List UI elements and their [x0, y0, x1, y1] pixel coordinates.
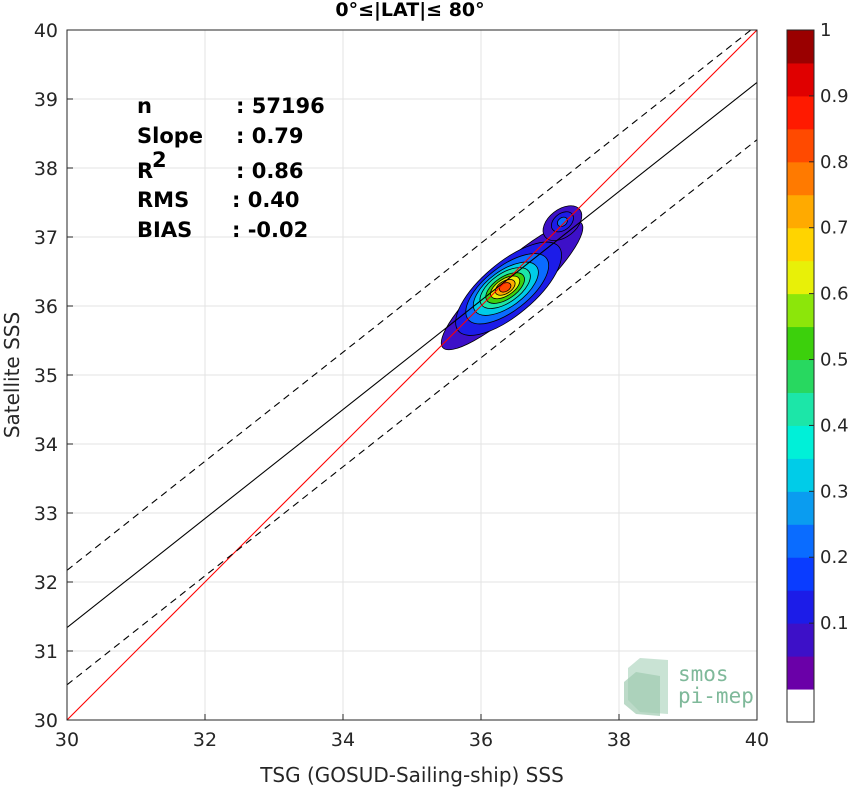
- colorbar-segment-18: [787, 95, 814, 130]
- y-tick-label-4: 34: [34, 434, 58, 456]
- logo-text-smos: smos: [678, 662, 729, 686]
- colorbar-segment-4: [787, 557, 814, 591]
- stat-label-2: R: [137, 159, 153, 183]
- colorbar-segment-0: [787, 689, 814, 723]
- x-tick-label-3: 36: [469, 729, 493, 751]
- y-tick-label-1: 31: [34, 641, 58, 663]
- colorbar-segment-13: [787, 260, 814, 295]
- colorbar-segment-16: [787, 161, 814, 196]
- y-axis-ticks: 30 31 32 33 34 35 36 37 38 39 40: [34, 20, 73, 732]
- stat-label-0: n: [137, 94, 152, 118]
- colorbar-segment-11: [787, 326, 814, 361]
- stat-sup-2: 2: [152, 148, 167, 172]
- stat-value-4: : -0.02: [232, 218, 308, 242]
- colorbar-segment-10: [787, 359, 814, 393]
- x-tick-label-5: 40: [745, 729, 769, 751]
- colorbar-segment-17: [787, 128, 814, 163]
- density-contours: [440, 205, 584, 351]
- regression-line: [67, 82, 757, 628]
- stat-value-1: : 0.79: [236, 124, 304, 148]
- stat-value-2: : 0.86: [236, 159, 304, 183]
- y-axis-label: Satellite SSS: [0, 312, 24, 438]
- x-tick-label-0: 30: [55, 729, 79, 751]
- colorbar-segment-12: [787, 293, 814, 328]
- colorbar-segment-7: [787, 458, 814, 492]
- colorbar-tick-label-3: 0.4: [820, 415, 849, 436]
- y-tick-label-10: 40: [34, 20, 58, 42]
- y-tick-label-5: 35: [34, 365, 58, 387]
- colorbar-segment-20: [787, 30, 814, 64]
- grid-lines: [66, 29, 758, 721]
- colorbar-tick-label-1: 0.2: [820, 547, 849, 568]
- y-tick-label-7: 37: [34, 227, 58, 249]
- reference-lines: [67, 30, 757, 720]
- colorbar-segment-3: [787, 590, 814, 624]
- colorbar-tick-label-9: 1: [820, 20, 831, 41]
- x-tick-label-4: 38: [607, 729, 631, 751]
- x-tick-label-1: 32: [193, 729, 217, 751]
- colorbar-tick-label-6: 0.7: [820, 218, 849, 239]
- upper_bound-line: [67, 30, 752, 571]
- stat-value-0: : 57196: [236, 94, 325, 118]
- identity-line: [67, 30, 757, 720]
- colorbar-tick-label-5: 0.6: [820, 284, 849, 305]
- statistics-box: n : 57196 Slope : 0.79 R2 : 0.86 RMS : 0.40 BIAS…: [137, 94, 325, 242]
- y-tick-label-6: 36: [34, 296, 58, 318]
- x-axis-label: TSG (GOSUD-Sailing-ship) SSS: [259, 763, 564, 787]
- y-tick-label-8: 38: [34, 158, 58, 180]
- colorbar-segment-8: [787, 425, 814, 459]
- stat-label-1: Slope: [137, 124, 203, 148]
- colorbar-segment-2: [787, 623, 814, 657]
- chart-title: 0°≤|LAT|≤ 80°: [335, 0, 484, 21]
- secondary-contour-2: [556, 216, 568, 227]
- y-tick-label-3: 33: [34, 503, 58, 525]
- logo-text-pi-mep: pi-mep: [678, 684, 754, 708]
- colorbar-tick-label-0: 0.1: [820, 613, 849, 634]
- colorbar-tick-label-4: 0.5: [820, 350, 849, 371]
- colorbar-segment-15: [787, 194, 814, 229]
- y-tick-label-2: 32: [34, 572, 58, 594]
- colorbar-frame: [786, 29, 815, 723]
- colorbar-segment-19: [787, 62, 814, 97]
- colorbar-segment-1: [787, 656, 814, 690]
- colorbar-tick-label-2: 0.3: [820, 481, 849, 502]
- lower_bound-line: [67, 139, 757, 686]
- logo-wave-shape-front: [624, 672, 660, 716]
- stat-label-3: RMS: [137, 188, 189, 212]
- colorbar: 0.1 0.2 0.3 0.4 0.5 0.6 0.7 0.8 0.9 1: [786, 20, 849, 723]
- colorbar-segment-6: [787, 491, 814, 525]
- stat-value-3: : 0.40: [232, 188, 300, 212]
- colorbar-segment-14: [787, 227, 814, 262]
- colorbar-tick-label-7: 0.8: [820, 152, 849, 173]
- y-tick-label-9: 39: [34, 89, 58, 111]
- colorbar-segment-5: [787, 524, 814, 558]
- colorbar-segment-9: [787, 392, 814, 426]
- y-tick-label-0: 30: [34, 710, 58, 732]
- x-axis-ticks: 30 32 34 36 38 40: [55, 714, 769, 751]
- x-tick-label-2: 34: [331, 729, 355, 751]
- stat-label-4: BIAS: [137, 218, 192, 242]
- colorbar-tick-label-8: 0.9: [820, 86, 849, 107]
